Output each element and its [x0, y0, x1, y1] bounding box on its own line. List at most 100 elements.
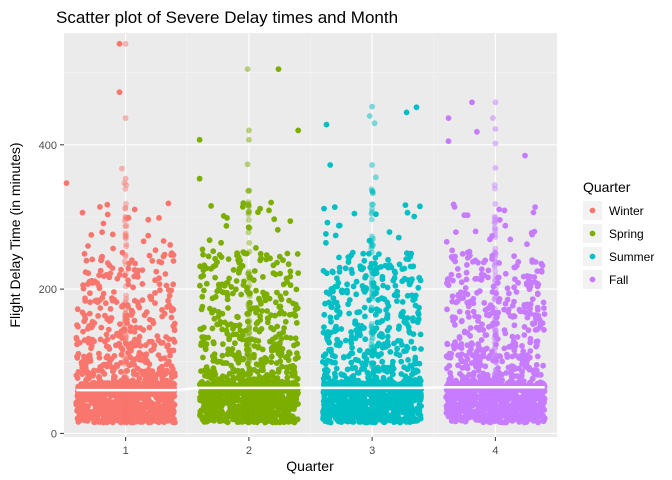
data-point: [109, 231, 116, 238]
data-point: [160, 380, 166, 387]
data-point: [373, 211, 379, 218]
data-point: [338, 394, 344, 400]
data-point: [220, 213, 227, 219]
data-point: [234, 313, 241, 320]
data-point: [123, 306, 129, 312]
data-point: [360, 265, 367, 271]
data-point: [152, 391, 159, 398]
data-point: [510, 399, 517, 406]
data-point: [346, 391, 353, 398]
data-point: [85, 381, 91, 388]
data-point: [405, 357, 411, 363]
data-point: [245, 416, 252, 422]
data-point: [382, 262, 389, 269]
data-point: [246, 325, 253, 332]
data-point: [122, 336, 129, 343]
data-point: [116, 340, 123, 347]
data-point: [368, 406, 375, 413]
data-point: [511, 284, 517, 291]
data-point: [348, 329, 354, 335]
data-point: [371, 347, 377, 353]
data-point: [140, 408, 147, 415]
data-point: [321, 311, 328, 318]
data-point: [369, 290, 375, 297]
data-point: [361, 325, 367, 331]
data-point: [266, 207, 272, 214]
data-point: [395, 381, 401, 388]
data-point: [217, 358, 224, 365]
data-point: [246, 394, 253, 401]
data-point: [199, 293, 206, 300]
data-point: [521, 324, 528, 330]
data-point: [148, 347, 155, 354]
data-point: [369, 401, 375, 407]
data-point: [266, 415, 273, 421]
data-point: [122, 369, 129, 376]
data-point: [369, 344, 376, 351]
data-point: [219, 352, 226, 359]
data-point: [74, 322, 80, 328]
data-point: [320, 413, 327, 420]
data-point: [524, 352, 530, 358]
data-point: [271, 342, 277, 348]
data-point: [122, 328, 129, 335]
data-point: [246, 369, 253, 376]
data-point: [353, 291, 360, 298]
data-point: [407, 419, 413, 425]
data-point: [372, 416, 379, 423]
data-point: [369, 406, 376, 413]
data-point: [255, 319, 261, 325]
data-point: [145, 216, 152, 223]
data-point: [368, 418, 375, 425]
data-point: [287, 273, 294, 280]
data-point: [246, 349, 253, 356]
data-point: [122, 412, 129, 419]
data-point: [77, 397, 83, 403]
data-point: [292, 312, 298, 318]
data-point: [131, 206, 138, 213]
data-point: [511, 253, 517, 259]
data-point: [376, 251, 382, 257]
data-point: [246, 377, 252, 384]
data-point: [112, 373, 118, 380]
data-point: [369, 349, 376, 356]
data-point: [403, 109, 410, 116]
data-point: [87, 358, 94, 364]
data-point: [244, 318, 251, 325]
data-point: [257, 257, 264, 264]
data-point: [358, 381, 364, 388]
data-point: [88, 232, 95, 238]
data-point: [369, 233, 375, 240]
data-point: [100, 220, 107, 227]
data-point: [85, 353, 92, 360]
data-point: [207, 305, 213, 312]
data-point: [251, 351, 257, 358]
data-point: [286, 297, 292, 304]
data-point: [97, 267, 104, 274]
data-point: [262, 359, 269, 365]
data-point: [121, 319, 128, 325]
data-point: [165, 401, 172, 408]
data-point: [370, 343, 376, 349]
data-point: [81, 318, 88, 325]
data-point: [122, 334, 129, 341]
data-point: [91, 414, 98, 420]
data-point: [255, 209, 261, 216]
data-point: [363, 286, 369, 293]
data-point: [246, 379, 253, 386]
data-point: [243, 342, 250, 348]
data-point: [123, 317, 129, 324]
data-point: [245, 363, 252, 370]
data-point: [82, 295, 88, 302]
data-point: [75, 350, 82, 357]
data-point: [210, 248, 217, 255]
data-point: [211, 315, 218, 322]
data-point: [496, 353, 503, 359]
data-point: [218, 407, 225, 414]
data-point: [245, 413, 252, 420]
data-point: [118, 368, 124, 375]
data-point: [199, 246, 206, 253]
data-point: [254, 417, 260, 424]
data-point: [369, 282, 375, 289]
data-point: [246, 340, 252, 347]
